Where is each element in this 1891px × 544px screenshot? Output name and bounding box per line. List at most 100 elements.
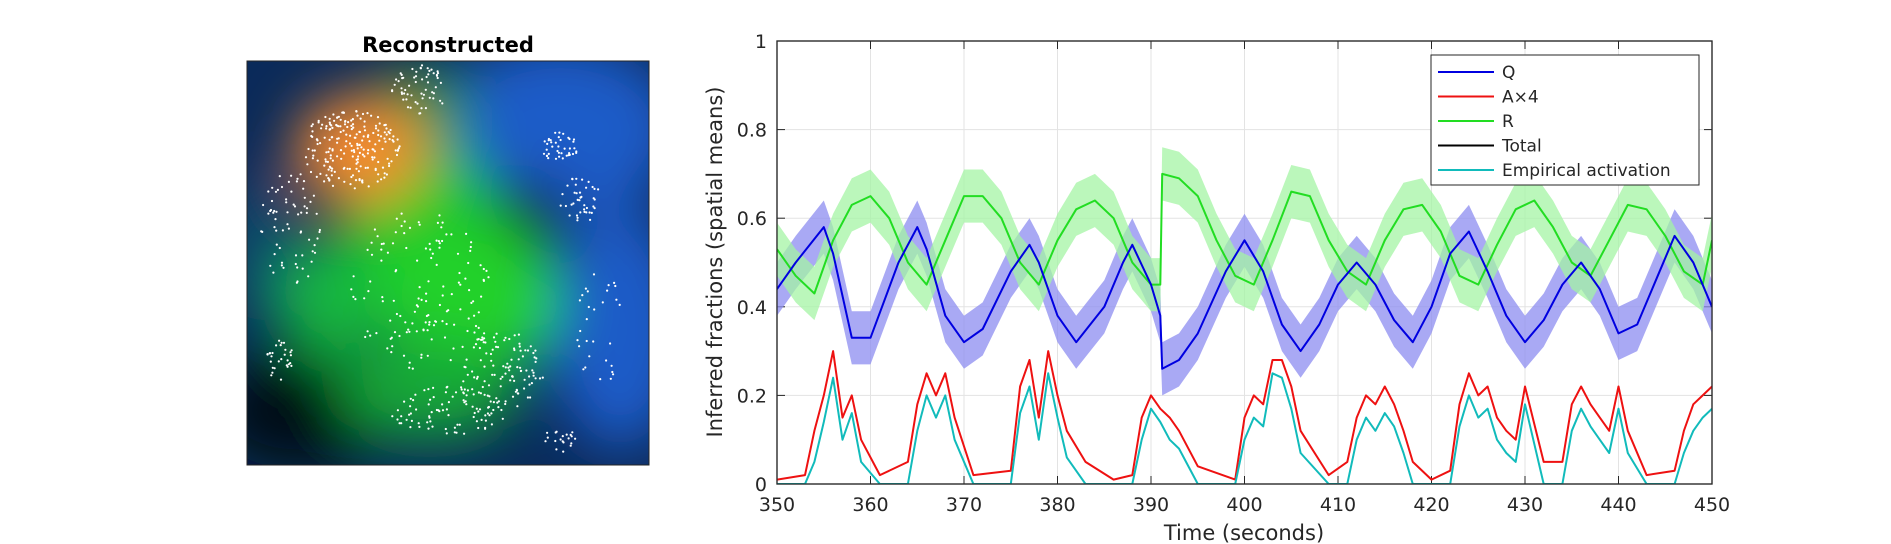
event-dot xyxy=(383,131,386,134)
event-dot xyxy=(489,400,492,403)
event-dot xyxy=(546,154,549,157)
event-dot xyxy=(438,242,441,245)
event-dot xyxy=(501,417,504,420)
event-dot xyxy=(354,179,358,182)
event-dot xyxy=(532,371,535,374)
event-dot xyxy=(538,377,542,380)
event-dot xyxy=(426,421,429,424)
event-dot xyxy=(280,358,283,361)
event-dot xyxy=(484,419,487,422)
event-dot xyxy=(593,308,596,311)
band-r xyxy=(777,147,1712,321)
event-dot xyxy=(266,353,269,356)
event-dot xyxy=(445,432,448,435)
event-dot xyxy=(599,378,602,381)
event-dot xyxy=(363,120,366,123)
event-dot xyxy=(542,152,546,155)
event-dot xyxy=(541,376,544,379)
event-dot xyxy=(468,289,471,292)
event-dot xyxy=(299,230,303,233)
event-dot xyxy=(396,409,399,412)
event-dot xyxy=(493,373,496,376)
event-dot xyxy=(445,408,448,411)
event-dot xyxy=(488,395,491,398)
event-dot xyxy=(339,149,343,152)
event-dot xyxy=(352,149,355,152)
event-dot xyxy=(565,154,568,157)
event-dot xyxy=(343,123,347,126)
event-dot xyxy=(550,141,553,144)
event-dot xyxy=(593,207,596,210)
event-dot xyxy=(483,365,486,368)
event-dot xyxy=(571,177,574,180)
event-dot xyxy=(557,151,561,154)
event-dot xyxy=(483,337,486,340)
event-dot xyxy=(363,155,366,158)
event-dot xyxy=(506,362,509,365)
event-dot xyxy=(414,393,417,396)
event-dot xyxy=(329,154,332,157)
event-dot xyxy=(331,149,334,152)
event-dot xyxy=(558,131,561,134)
event-dot xyxy=(346,167,349,170)
event-dot xyxy=(371,156,374,159)
event-dot xyxy=(351,123,355,126)
event-dot xyxy=(495,397,498,400)
event-dot xyxy=(447,401,450,404)
event-dot xyxy=(534,360,537,363)
event-dot xyxy=(463,401,466,404)
event-dot xyxy=(310,125,313,128)
event-dot xyxy=(271,351,274,355)
x-tick-label: 450 xyxy=(1694,494,1730,516)
event-dot xyxy=(442,285,445,288)
event-dot xyxy=(427,280,430,283)
event-dot xyxy=(492,336,496,339)
event-dot xyxy=(403,92,406,95)
event-dot xyxy=(501,375,504,378)
event-dot xyxy=(422,328,425,331)
event-dot xyxy=(528,383,531,386)
event-dot xyxy=(559,204,562,207)
event-dot xyxy=(592,273,596,276)
event-dot xyxy=(355,162,358,165)
event-dot xyxy=(369,280,372,283)
event-dot xyxy=(311,123,314,126)
event-dot xyxy=(450,293,453,296)
event-dot xyxy=(409,397,412,400)
event-dot xyxy=(392,299,395,302)
event-dot xyxy=(484,414,487,417)
event-dot xyxy=(396,138,399,141)
event-dot xyxy=(339,118,342,121)
event-dot xyxy=(377,160,380,164)
event-dot xyxy=(278,175,281,178)
event-dot xyxy=(280,185,284,189)
event-dot xyxy=(426,329,429,332)
event-dot xyxy=(415,408,418,411)
event-dot xyxy=(427,314,430,317)
event-dot xyxy=(576,339,579,342)
event-dot xyxy=(578,199,581,202)
event-dot xyxy=(492,401,495,404)
event-dot xyxy=(309,170,313,174)
event-dot xyxy=(305,207,309,210)
event-dot xyxy=(529,345,532,348)
event-dot xyxy=(398,422,401,425)
event-dot xyxy=(396,418,399,421)
event-dot xyxy=(462,380,465,383)
event-dot xyxy=(473,314,476,317)
event-dot xyxy=(356,114,359,117)
event-dot xyxy=(436,76,439,80)
x-tick-label: 440 xyxy=(1600,494,1636,516)
event-dot xyxy=(593,187,596,190)
event-dot xyxy=(513,379,516,382)
event-dot xyxy=(310,134,313,138)
event-dot xyxy=(355,133,358,136)
event-dot xyxy=(564,204,568,208)
event-dot xyxy=(343,152,346,155)
event-dot xyxy=(297,213,300,216)
event-dot xyxy=(418,112,421,115)
event-dot xyxy=(452,347,455,350)
event-dot xyxy=(353,150,356,154)
event-dot xyxy=(523,378,526,381)
event-dot xyxy=(470,301,473,304)
